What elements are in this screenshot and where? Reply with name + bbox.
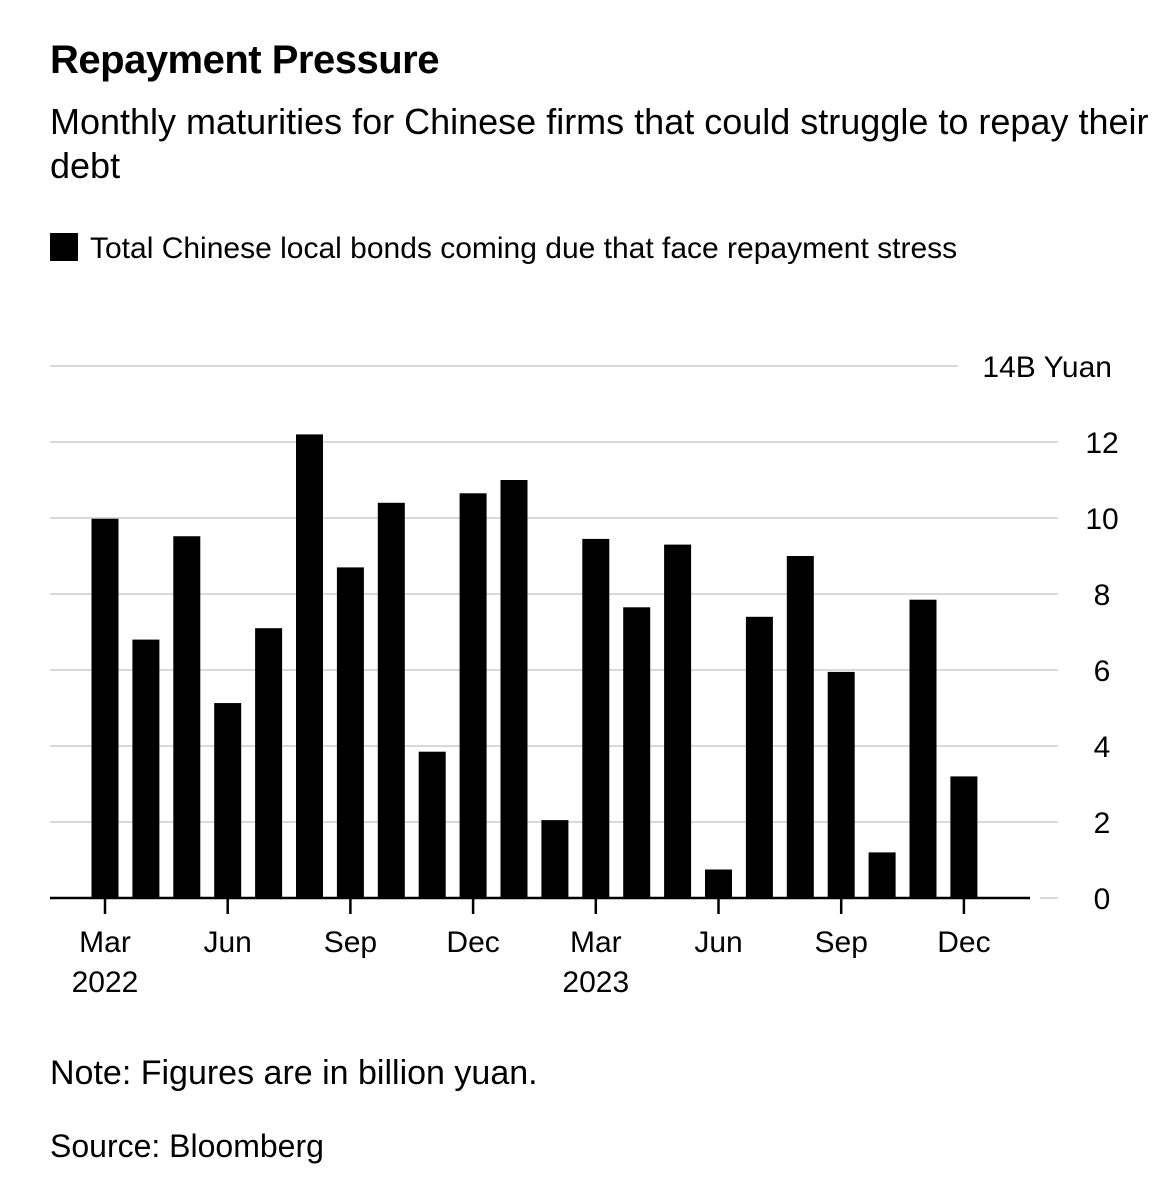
chart-subtitle: Monthly maturities for Chinese firms tha… <box>50 101 1149 186</box>
y-tick-label: 2 <box>1094 807 1111 840</box>
x-tick-label: Jun <box>204 926 252 959</box>
bar <box>500 480 528 898</box>
x-tick-label: Mar <box>570 926 622 959</box>
x-tick-label: Dec <box>937 926 990 959</box>
bar <box>664 544 692 898</box>
bar <box>582 538 610 898</box>
bar <box>827 671 855 898</box>
x-tick-label: Jun <box>694 926 742 959</box>
bars <box>91 434 978 898</box>
bar <box>377 502 405 898</box>
legend-label: Total Chinese local bonds coming due tha… <box>90 232 958 265</box>
bar <box>541 820 569 898</box>
bar <box>173 536 201 898</box>
bar <box>909 599 937 898</box>
chart-source: Source: Bloomberg <box>50 1128 324 1164</box>
y-tick-label: 4 <box>1094 731 1111 764</box>
axes <box>50 896 1030 914</box>
bar <box>418 751 446 898</box>
chart-note: Note: Figures are in billion yuan. <box>50 1054 538 1092</box>
x-year-label: 2022 <box>72 966 139 999</box>
x-tick-label: Dec <box>446 926 499 959</box>
y-tick-label: 10 <box>1085 503 1118 536</box>
y-tick-label: 8 <box>1094 579 1111 612</box>
gridlines <box>50 365 1058 899</box>
y-tick-label: 0 <box>1094 883 1111 916</box>
x-tick-label: Sep <box>324 926 377 959</box>
bar <box>868 852 896 898</box>
y-tick-label: 12 <box>1085 427 1118 460</box>
bar <box>255 628 283 898</box>
chart-title: Repayment Pressure <box>50 38 439 82</box>
axis-labels: 0 2 4 6 8 10 12 14B Yuan Mar 2022 Jun Sep Dec Mar 2023… <box>72 351 1119 999</box>
legend-swatch <box>50 233 78 261</box>
x-tick-label: Sep <box>815 926 868 959</box>
bar <box>623 607 651 898</box>
bar <box>132 639 160 898</box>
bar <box>91 518 119 898</box>
y-tick-label: 6 <box>1094 655 1111 688</box>
bar <box>336 567 364 898</box>
x-tick-label: Mar <box>79 926 131 959</box>
bar <box>296 434 323 898</box>
x-year-label: 2023 <box>562 966 629 999</box>
bar <box>459 493 487 898</box>
chart-legend: Total Chinese local bonds coming due tha… <box>50 226 1070 272</box>
bar <box>950 776 978 898</box>
bar <box>745 616 773 898</box>
bar <box>214 703 242 898</box>
bar <box>705 869 732 898</box>
bar <box>786 556 814 898</box>
y-tick-label: 14B Yuan <box>982 351 1112 384</box>
